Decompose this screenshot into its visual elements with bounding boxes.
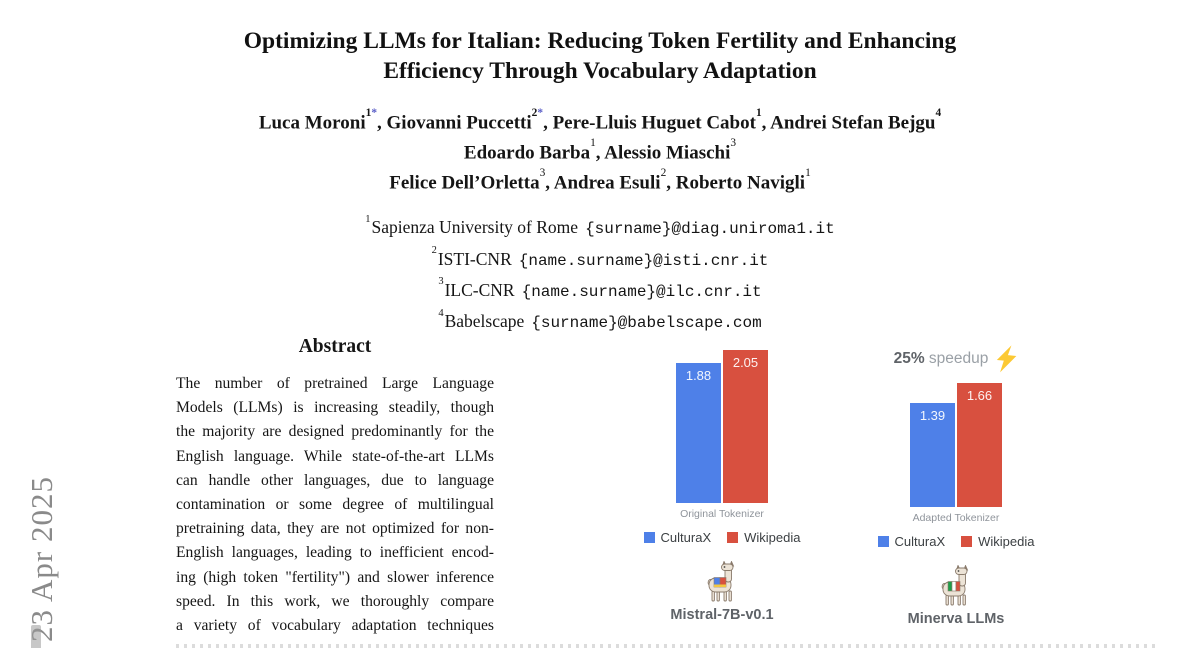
figure-mistral: 1.88 2.05 Original Tokenizer CulturaX Wiki… <box>616 335 828 645</box>
abstract-heading: Abstract <box>298 336 372 357</box>
paper-header: Optimizing LLMs for Italian: Reducing To… <box>0 26 1200 337</box>
model-label: Mistral-7B-v0.1 <box>670 607 774 623</box>
arxiv-date-watermark: 23 Apr 2025 <box>24 476 59 642</box>
abstract-body: The number of pretrained Large Language M… <box>176 372 494 638</box>
llama-italian-flag-icon <box>941 565 969 606</box>
bar-culturax: 1.88 <box>676 363 721 503</box>
affiliation-email: {name.surname}@isti.cnr.it <box>518 251 769 270</box>
bar-culturax: 1.39 <box>910 403 955 507</box>
legend-item: CulturaX <box>877 534 946 549</box>
author-line: Felice Dell’Orletta3, Andrea Esuli2, Rob… <box>389 166 811 193</box>
abstract-line: pretraining data, they are not optimized… <box>176 520 494 538</box>
paper-title-line-2: Efficiency Through Vocabulary Adaptation <box>383 58 817 84</box>
legend-item: Wikipedia <box>727 530 800 545</box>
abstract-section: Abstract The number of pretrained Large … <box>176 336 494 638</box>
model-label: Minerva LLMs <box>907 611 1005 627</box>
bar-value-label: 1.66 <box>966 388 993 403</box>
legend-label: Wikipedia <box>978 534 1035 549</box>
paper-title-line-1: Optimizing LLMs for Italian: Reducing To… <box>243 28 957 54</box>
speedup-percent: 25% <box>893 350 925 367</box>
speedup-annotation: 25% speedup <box>850 345 1062 373</box>
legend-label: Wikipedia <box>744 530 801 545</box>
legend-swatch <box>727 532 739 543</box>
llama-blanket-italian-flag <box>947 581 961 592</box>
bar-wikipedia: 1.66 <box>957 383 1002 507</box>
author-lines: Luca Moroni1*, Giovanni Puccetti2*, Pere… <box>0 106 1200 195</box>
abstract-line: English language. While state-of-the-art… <box>176 447 494 465</box>
llama-icon <box>707 561 735 602</box>
abstract-line: contamination or some degree of multilin… <box>176 496 494 514</box>
legend-item: Wikipedia <box>961 534 1034 549</box>
speedup-word: speedup <box>928 350 989 367</box>
affiliation-email: {surname}@babelscape.com <box>531 314 762 333</box>
bar-value-label: 2.05 <box>732 355 759 370</box>
legend-label: CulturaX <box>894 534 946 549</box>
affiliation-email: {name.surname}@ilc.cnr.it <box>521 282 762 301</box>
bar-group-adapted-tokenizer: 1.39 1.66 <box>910 354 1002 507</box>
speedup-text: 25% speedup <box>894 350 989 368</box>
affiliation-line: 2ISTI-CNR {name.surname}@isti.cnr.it <box>431 245 769 270</box>
chart-legend: CulturaX Wikipedia <box>643 530 800 545</box>
paper-title: Optimizing LLMs for Italian: Reducing To… <box>0 26 1200 86</box>
author-line: Edoardo Barba1, Alessio Miaschi3 <box>463 136 737 164</box>
abstract-line: the majority are designed predominantly … <box>176 423 494 441</box>
abstract-line: speed. In this work, we thoroughly compa… <box>176 592 494 610</box>
affiliation-lines: 1Sapienza University of Rome {surname}@di… <box>0 211 1200 336</box>
legend-label: CulturaX <box>660 530 712 545</box>
x-axis-label: Original Tokenizer <box>680 508 764 520</box>
abstract-line: can handle other languages, due to langu… <box>176 471 494 489</box>
legend-swatch <box>877 536 889 547</box>
affiliation-line: 3ILC-CNR {name.surname}@ilc.cnr.it <box>438 276 762 301</box>
cut-off-text-line <box>176 644 1160 648</box>
llama-blanket <box>713 577 727 588</box>
affiliation-line: 1Sapienza University of Rome {surname}@di… <box>365 213 835 239</box>
watermark-cutoff-fragment <box>31 625 41 648</box>
chart-legend: CulturaX Wikipedia <box>877 534 1034 549</box>
bar-group-original-tokenizer: 1.88 2.05 <box>676 350 768 503</box>
abstract-line: The number of pretrained Large Language <box>176 375 494 392</box>
abstract-line: ing (high token "fertility") and slower … <box>176 568 494 586</box>
legend-item: CulturaX <box>643 530 712 545</box>
lightning-bolt-icon <box>997 345 1017 373</box>
legend-swatch <box>643 532 655 543</box>
bar-value-label: 1.39 <box>919 408 946 423</box>
bar-wikipedia: 2.05 <box>723 350 768 503</box>
legend-swatch <box>961 536 973 547</box>
author-line: Luca Moroni1*, Giovanni Puccetti2*, Pere… <box>258 106 942 134</box>
abstract-line: English languages, leading to inefficien… <box>176 544 494 562</box>
figure-minerva: 25% speedup 1.39 1.66 Adapted Tokenizer C… <box>850 339 1062 648</box>
affiliation-email: {surname}@diag.uniroma1.it <box>585 220 835 239</box>
affiliation-line: 4Babelscape {surname}@babelscape.com <box>438 307 762 333</box>
abstract-line: a variety of vocabulary adaptation techn… <box>176 617 494 635</box>
bar-value-label: 1.88 <box>685 368 712 383</box>
x-axis-label: Adapted Tokenizer <box>912 512 1000 524</box>
abstract-line: Models (LLMs) is increasing steadily, th… <box>176 399 494 417</box>
